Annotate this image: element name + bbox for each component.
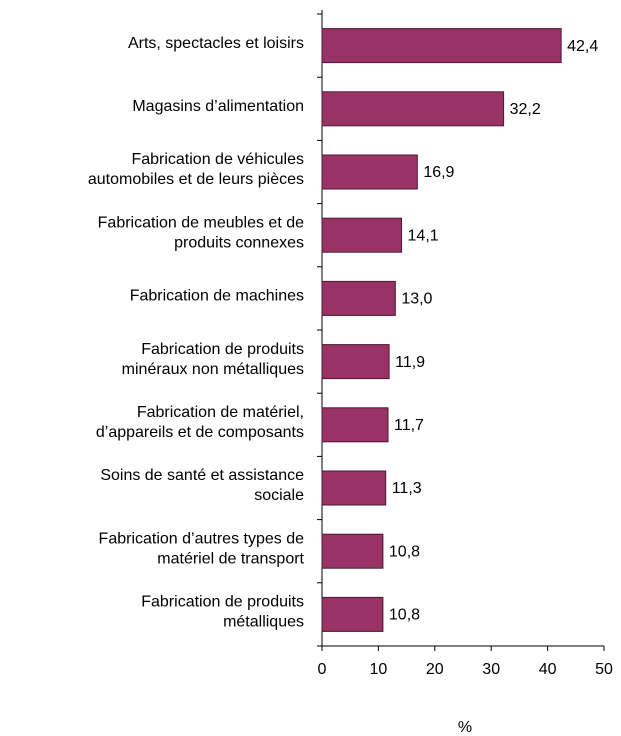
category-label: Fabrication de matériel, bbox=[137, 404, 304, 421]
value-label: 32,2 bbox=[510, 101, 541, 118]
bar bbox=[321, 28, 562, 64]
value-label: 42,4 bbox=[567, 38, 598, 55]
x-tick-label: 50 bbox=[595, 661, 613, 678]
bar bbox=[321, 470, 387, 506]
category-label: Fabrication de véhicules bbox=[131, 151, 304, 168]
category-label: Fabrication de produits bbox=[141, 594, 304, 611]
category-label: métalliques bbox=[223, 614, 304, 631]
category-label: Magasins d’alimentation bbox=[132, 98, 304, 115]
x-tick-label: 10 bbox=[370, 661, 388, 678]
category-label: Fabrication de meubles et de bbox=[98, 214, 304, 231]
bar bbox=[321, 280, 396, 316]
category-label: sociale bbox=[254, 487, 304, 504]
category-label: Fabrication de produits bbox=[141, 341, 304, 358]
value-label: 10,8 bbox=[389, 607, 420, 624]
bar bbox=[321, 344, 390, 380]
value-label: 14,1 bbox=[408, 227, 439, 244]
value-label: 11,7 bbox=[394, 417, 424, 434]
category-label: d’appareils et de composants bbox=[96, 424, 304, 441]
bar bbox=[321, 91, 505, 127]
x-axis-label: % bbox=[458, 719, 472, 736]
category-label: Soins de santé et assistance bbox=[100, 467, 304, 484]
bar bbox=[321, 407, 389, 443]
category-label: Fabrication d’autres types de bbox=[99, 530, 305, 547]
category-label: Fabrication de machines bbox=[130, 288, 304, 305]
category-label: Arts, spectacles et loisirs bbox=[128, 35, 304, 52]
bar bbox=[321, 217, 403, 253]
category-label: produits connexes bbox=[174, 234, 304, 251]
category-label: matériel de transport bbox=[157, 550, 304, 567]
x-tick-label: 40 bbox=[539, 661, 557, 678]
bar bbox=[321, 154, 418, 190]
category-label: minéraux non métalliques bbox=[122, 361, 304, 378]
x-tick-label: 30 bbox=[482, 661, 500, 678]
x-tick-label: 20 bbox=[426, 661, 444, 678]
bar bbox=[321, 533, 384, 569]
x-tick-label: 0 bbox=[318, 661, 327, 678]
value-label: 10,8 bbox=[389, 543, 420, 560]
category-label: automobiles et de leurs pièces bbox=[88, 171, 304, 188]
value-label: 11,9 bbox=[395, 354, 425, 371]
value-label: 13,0 bbox=[401, 291, 432, 308]
bar bbox=[321, 596, 384, 632]
value-label: 16,9 bbox=[423, 164, 454, 181]
value-label: 11,3 bbox=[392, 480, 422, 497]
